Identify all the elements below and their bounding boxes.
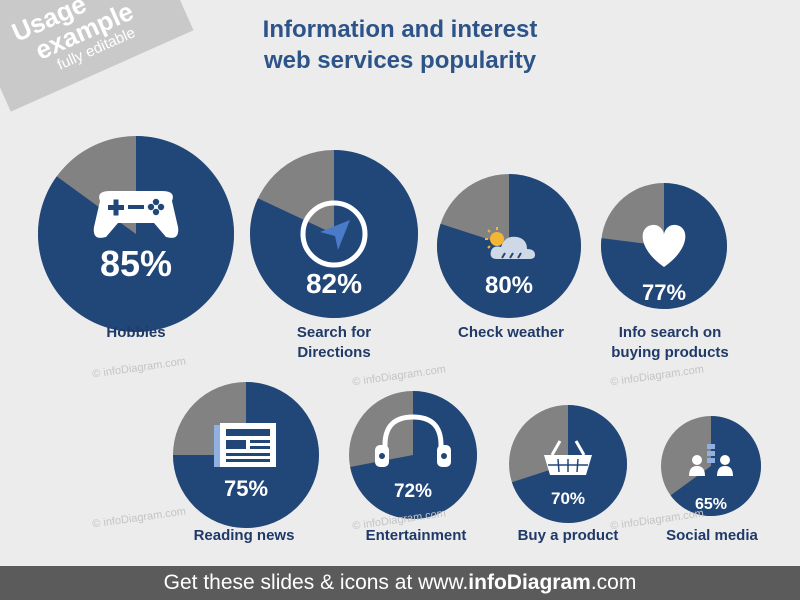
weather-icon	[485, 227, 535, 259]
pie-value-slice	[38, 136, 235, 332]
title-line1: Information and interest	[262, 16, 538, 43]
label-buying: Info search on buying products	[598, 323, 742, 363]
label-news: Reading news	[193, 527, 295, 544]
label-buy: Buy a product	[517, 527, 619, 544]
pie-percent-label: 85%	[100, 243, 172, 284]
newspaper-icon	[214, 423, 276, 467]
label-weather: Check weather	[458, 324, 564, 341]
label-buying-line1: Info search on	[618, 324, 722, 341]
label-social: Social media	[666, 527, 758, 544]
footer-brand: infoDiagram	[468, 571, 591, 594]
pie-percent-label: 70%	[551, 489, 585, 508]
pie-value-slice	[350, 391, 477, 519]
pie-percent-label: 75%	[224, 476, 268, 501]
headphones-icon	[375, 414, 451, 467]
basket-icon	[544, 440, 592, 475]
pie-percent-label: 72%	[394, 481, 432, 502]
label-buying-line2: buying products	[611, 344, 729, 361]
pie-value-slice	[670, 416, 762, 516]
navigation-icon	[300, 200, 368, 268]
footer-suffix: .com	[590, 571, 637, 594]
label-directions-line2: Directions	[297, 344, 371, 361]
gamepad-icon	[93, 191, 179, 238]
title-line2: web services popularity	[263, 47, 537, 74]
people-icon	[689, 444, 733, 476]
pie-percent-label: 80%	[485, 272, 533, 299]
label-entertainment: Entertainment	[365, 527, 467, 544]
heart-icon	[642, 224, 686, 267]
label-directions-line1: Search for	[296, 324, 372, 341]
footer-bar: Get these slides & icons at www.infoDiag…	[0, 566, 800, 600]
footer-text[interactable]: Get these slides & icons at www.infoDiag…	[0, 566, 800, 600]
pie-percent-label: 77%	[642, 280, 686, 305]
pie-percent-label: 65%	[695, 496, 727, 513]
footer-prefix: Get these slides & icons at www.	[163, 571, 469, 594]
pie-percent-label: 82%	[306, 268, 362, 299]
label-hobbies: Hobbies	[106, 324, 166, 341]
page-title: Information and interest web services po…	[200, 14, 600, 76]
label-directions: Search for Directions	[274, 323, 394, 363]
